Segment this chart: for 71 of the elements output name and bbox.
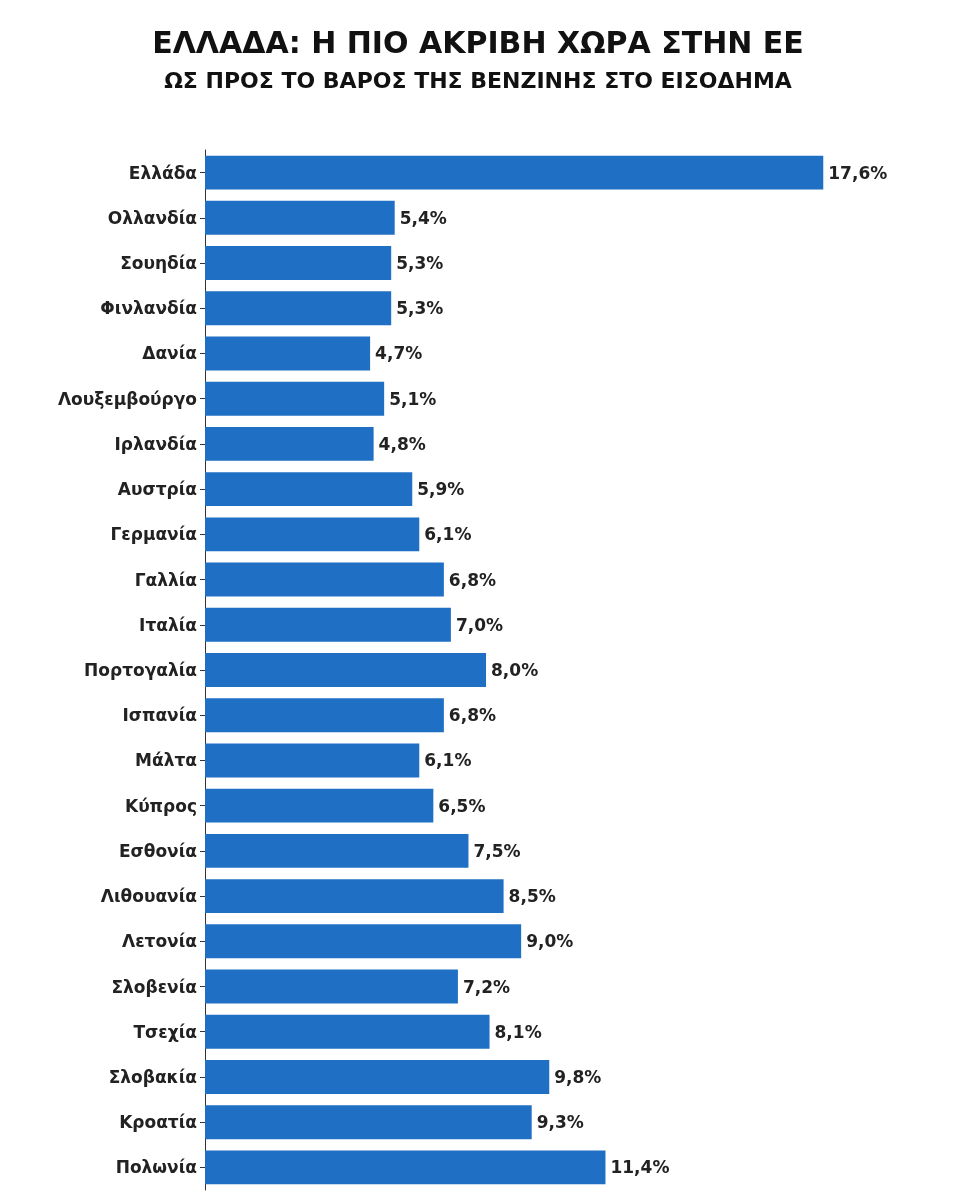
y-tick-label: Σλοβακία	[108, 1066, 197, 1087]
y-tick-label: Ελλάδα	[128, 162, 197, 183]
y-tick-label: Τσεχία	[133, 1021, 197, 1042]
data-label: 6,5%	[438, 795, 486, 816]
y-tick-label: Κροατία	[119, 1112, 197, 1133]
data-label: 9,0%	[526, 931, 574, 952]
data-label: 11,4%	[610, 1157, 670, 1178]
data-label: 6,1%	[424, 750, 472, 771]
y-tick-label: Λετονία	[121, 931, 197, 952]
data-label: 8,5%	[508, 886, 556, 907]
data-label: 4,7%	[375, 343, 423, 364]
bar	[205, 472, 413, 507]
bar	[205, 1105, 532, 1140]
data-label: 6,8%	[448, 569, 497, 590]
y-tick-label: Σλοβενία	[111, 976, 197, 997]
data-label: 7,2%	[462, 976, 511, 997]
y-tick-label: Εσθονία	[118, 840, 197, 861]
y-tick-label: Λιθουανία	[100, 886, 197, 907]
chart-subtitle: ΩΣ ΠΡΟΣ ΤΟ ΒΑΡΟΣ ΤΗΣ ΒΕΝΖΙΝΗΣ ΣΤΟ ΕΙΣΟΔΗΜΑ	[164, 67, 792, 93]
data-label: 5,1%	[389, 388, 437, 409]
y-tick-label: Σουηδία	[120, 253, 197, 274]
bar	[205, 517, 420, 552]
data-label: 17,6%	[828, 162, 888, 183]
bar	[205, 291, 392, 326]
data-label: 8,1%	[494, 1021, 542, 1042]
y-tick-label: Ολλανδία	[107, 207, 197, 228]
chart-title: ΕΛΛΑΔΑ: Η ΠΙΟ ΑΚΡΙΒΗ ΧΩΡΑ ΣΤΗΝ ΕΕ	[152, 24, 804, 60]
data-label: 5,9%	[417, 479, 465, 500]
y-tick-label: Πολωνία	[115, 1157, 197, 1178]
bar	[205, 879, 504, 914]
data-label: 6,8%	[448, 705, 497, 726]
data-label: 6,1%	[424, 524, 472, 545]
bar	[205, 426, 374, 461]
bar	[205, 1014, 490, 1049]
data-label: 5,4%	[399, 207, 447, 228]
y-tick-label: Αυστρία	[117, 479, 197, 500]
y-tick-label: Δανία	[142, 343, 197, 364]
bar	[205, 924, 522, 959]
data-label: 9,3%	[536, 1112, 584, 1133]
bar	[205, 698, 444, 733]
bar	[205, 833, 469, 868]
data-label: 4,8%	[378, 433, 426, 454]
bar	[205, 969, 458, 1004]
data-label: 7,0%	[455, 614, 504, 635]
bar	[205, 562, 444, 597]
bar	[205, 200, 395, 235]
y-tick-label: Λουξεμβούργο	[57, 388, 197, 409]
bar	[205, 1150, 606, 1185]
bar	[205, 607, 451, 642]
bar	[205, 743, 420, 778]
y-tick-label: Ιταλία	[139, 614, 197, 635]
bar	[205, 336, 371, 371]
data-label: 8,0%	[491, 660, 539, 680]
y-tick-label: Πορτογαλία	[84, 660, 197, 680]
data-label: 5,3%	[396, 253, 444, 274]
bar	[205, 155, 824, 190]
y-tick-label: Κύπρος	[124, 795, 197, 816]
bar	[205, 1060, 550, 1094]
bar	[205, 788, 434, 823]
y-tick-label: Μάλτα	[135, 750, 197, 771]
bar	[205, 653, 487, 687]
data-label: 9,8%	[554, 1066, 602, 1087]
y-tick-label: Γερμανία	[110, 524, 197, 545]
y-tick-label: Ιρλανδία	[114, 433, 197, 454]
data-label: 7,5%	[473, 840, 521, 861]
y-tick-label: Ισπανία	[122, 705, 197, 726]
y-tick-label: Φινλανδία	[100, 298, 197, 319]
data-label: 5,3%	[396, 298, 444, 319]
bar	[205, 246, 392, 280]
bar	[205, 381, 385, 416]
y-tick-label: Γαλλία	[134, 569, 197, 590]
